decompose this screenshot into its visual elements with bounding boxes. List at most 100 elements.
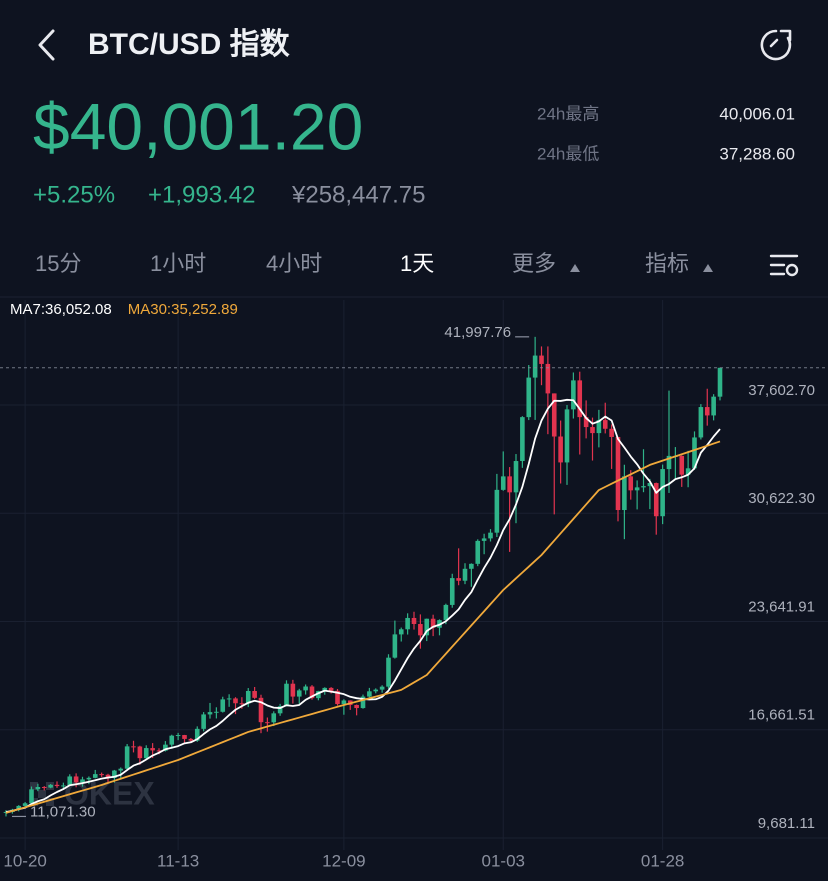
tab[interactable]: 4小时 [266,251,322,276]
candle-body [398,629,404,635]
y-tick-label: 9,681.11 [758,815,815,832]
candle-body [214,711,219,713]
candle-body [392,634,398,658]
candle-body [462,568,468,581]
settings-lines [769,254,799,276]
back-button[interactable] [38,29,55,61]
candle-body [583,417,589,428]
candle-body [679,455,685,475]
candle-body [513,461,519,493]
candle-body [112,770,117,778]
candle-body [418,624,423,636]
candle-body [551,393,557,437]
candle-body [641,486,646,488]
plot-area: 9,681.11 16,661.51 23,641.91 30,622.30 37,60… [0,324,828,870]
candle-body [194,728,200,741]
candle-body [54,784,60,787]
high-label: 24h最高 [537,104,599,123]
candle-body [602,420,608,429]
change-percent: +5.25% [33,181,115,208]
candle-body [290,683,296,697]
page-title: BTC/USD 指数 [88,28,291,61]
max-label: 41,997.76 [444,324,511,341]
candle-body [660,469,665,517]
x-tick-label: 10-20 [3,851,46,870]
candle-body [449,578,455,605]
tab[interactable]: 1小时 [150,251,206,276]
candle-body [322,687,328,692]
candle-body [685,468,691,475]
legend-entry: MA30:35,252.89 [128,301,238,318]
candle-body [532,355,538,378]
tab[interactable]: 更多 [512,251,556,276]
candle-body [507,476,512,493]
candle-body [615,436,621,511]
candle-body [284,683,289,707]
candle-body [41,786,47,788]
candle-body [711,396,716,416]
candle-body [341,700,347,705]
candle-body [92,774,98,778]
candle-body [73,776,79,783]
candle-body [220,699,226,712]
candle-body [609,428,614,437]
change-amount: +1,993.42 [148,181,255,208]
candle-body [328,687,334,691]
candle-body [704,407,710,416]
candle-body [481,538,487,541]
chart-settings-button[interactable] [769,254,799,277]
candle-body [628,476,634,491]
y-tick-label: 16,661.51 [748,707,815,724]
tab-active[interactable]: 1天 [400,251,434,276]
dropdown-icon [703,264,713,272]
candle-body [545,363,551,394]
candle-body [265,722,270,724]
ma-line [5,398,721,813]
ma-line [5,440,721,814]
candle-body [296,690,302,697]
candle-body [360,696,366,709]
settings-gear [785,263,799,277]
candle-body [456,578,461,581]
candle-body [150,748,155,751]
grid [0,300,828,850]
candle-body [86,777,92,780]
candle-body [22,803,28,806]
candle-body [182,735,187,739]
candle-body [596,420,602,434]
candle-body [163,744,168,751]
candle-body [48,784,53,788]
candle-body [354,704,359,709]
low-value: 37,288.60 [719,144,795,163]
candle-body [443,604,449,621]
high-value: 40,006.01 [719,104,795,123]
tab[interactable]: 指标 [645,251,689,276]
candle-body [564,409,570,463]
candle-body [692,437,697,469]
candle-body [500,476,506,490]
last-price: $40,001.20 [33,89,363,163]
legend: MA7:36,052.08 MA30:35,252.89 [10,301,238,318]
candle-body [252,690,257,698]
x-tick-label: 01-03 [482,851,525,870]
candle-body [469,563,474,569]
candle-body [175,735,181,737]
refresh-button[interactable] [760,29,792,61]
candle-body [430,618,436,628]
refresh-hand [769,38,779,48]
candle-body [494,489,500,533]
candle-body [67,776,73,786]
candle-body [131,746,136,748]
candle-body [309,686,315,699]
tab[interactable]: 15分 [35,251,81,276]
candle-body [411,617,417,625]
refresh-icon [760,29,792,61]
candle-body [590,427,595,434]
candle-body [118,768,124,771]
candle-body [61,785,66,787]
candle-body [99,774,104,776]
candle-body [188,738,194,741]
candle-body [335,690,340,705]
